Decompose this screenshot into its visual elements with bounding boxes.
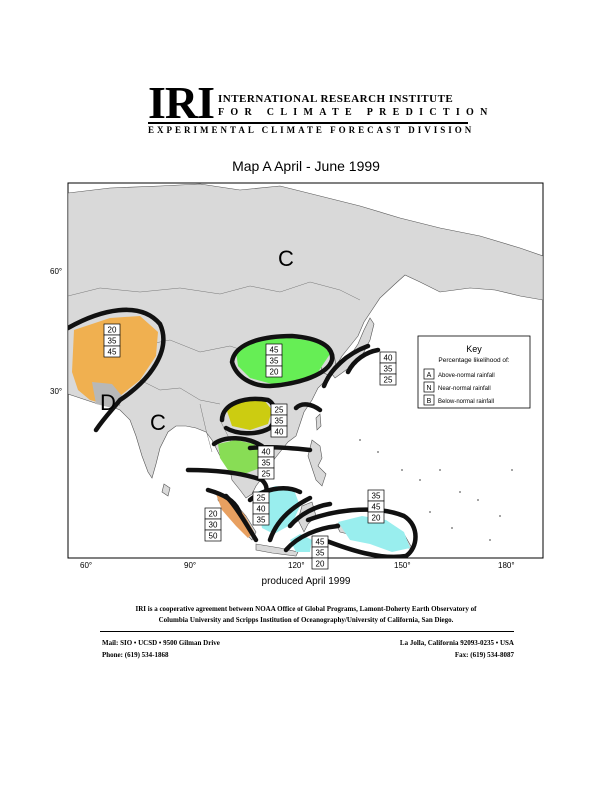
forecast-box-value: 30 [209,521,218,530]
forecast-box-cell [257,467,275,480]
legend-frame [417,335,531,409]
forecast-box-value: 20 [108,326,117,335]
region-south-china-fill [226,398,272,430]
legend-letter-a: A [427,372,432,379]
forecast-box: 25 40 35 [252,491,270,526]
forecast-box-value: 35 [275,417,284,426]
forecast-box-value: 40 [262,448,271,457]
forecast-probability-boxes: 20 35 45 45 35 20 40 35 25 25 35 40 40 35 25 25 40 35 20 30… [103,323,397,570]
legend-label-above: Above-normal rainfall [438,373,495,379]
legend-title: Key [466,344,482,354]
pacific-islands [359,439,513,541]
forecast-box-value: 35 [372,492,381,501]
lon-label-180: 180° [498,561,515,570]
forecast-box: 40 35 25 [379,351,397,386]
legend-key: Key Percentage likelihood of: A Above-no… [417,335,531,409]
legend-label-below: Below-normal rainfall [438,399,494,405]
forecast-box-value: 35 [384,365,393,374]
forecast-box-value: 25 [257,494,266,503]
region-letter-c-north: C [278,246,294,271]
header-division: EXPERIMENTAL CLIMATE FORECAST DIVISION [148,125,475,135]
region-north-china-fill [236,338,330,384]
forecast-box: 45 35 20 [265,343,283,378]
forecast-box-value: 25 [275,406,284,415]
forecast-box-value: 45 [108,348,117,357]
forecast-box-value: 45 [316,538,325,547]
region-sumatra-fill [216,494,254,538]
forecast-box-value: 25 [384,376,393,385]
forecast-box-value: 40 [384,354,393,363]
forecast-box-value: 25 [262,470,271,479]
forecast-box-value: 50 [209,532,218,541]
header-climate-prediction: FOR CLIMATE PREDICTION [218,107,494,118]
region-letter-d: D [100,390,116,415]
forecast-box: 25 35 40 [270,403,288,438]
forecast-box-cell [204,529,222,542]
forecast-box-value: 35 [316,549,325,558]
forecast-box-value: 20 [372,514,381,523]
region-new-guinea-fill [338,516,410,552]
forecast-box-value: 35 [108,337,117,346]
forecast-box-value: 20 [316,560,325,569]
forecast-box-value: 35 [270,357,279,366]
lon-label-120: 120° [288,561,305,570]
produced-date: produced April 1999 [261,576,351,587]
forecast-box-cell [367,511,385,524]
forecast-box-cell [270,425,288,438]
forecast-box: 45 35 20 [311,535,329,570]
forecast-box-value: 20 [270,368,279,377]
legend-subtitle: Percentage likelihood of: [438,357,509,364]
forecast-box-value: 20 [209,510,218,519]
legend-letter-n: N [426,385,431,392]
phone-number: Phone: (619) 534-1868 [102,651,169,659]
forecast-box-cell [265,365,283,378]
lat-label-60: 60° [50,267,62,276]
iri-logo: IRI [148,77,215,128]
forecast-box: 40 35 25 [257,445,275,480]
lat-label-30: 30° [50,387,62,396]
map-title: Map A April - June 1999 [232,158,380,174]
philippines [307,439,327,487]
legend-label-near: Near-normal rainfall [438,386,491,392]
forecast-box: 35 45 20 [367,489,385,524]
forecast-box-value: 45 [372,503,381,512]
coop-line-2: Columbia University and Scripps Institut… [158,616,454,624]
forecast-box: 20 35 45 [103,323,121,358]
forecast-box-value: 40 [257,505,266,514]
header-divider [148,122,468,124]
forecast-box-value: 45 [270,346,279,355]
region-west-asia-fill [72,316,158,404]
taiwan [315,413,322,431]
forecast-box-cell [103,345,121,358]
forecast-box-cell [311,557,329,570]
lon-label-60: 60° [80,561,92,570]
region-drought-fill [92,382,122,408]
city-address: La Jolla, California 92093-0235 • USA [399,639,514,647]
forecast-box-value: 35 [262,459,271,468]
forecast-box-value: 40 [275,428,284,437]
legend-letter-b: B [427,398,432,405]
coop-line-1: IRI is a cooperative agreement between N… [135,605,477,613]
forecast-box: 20 30 50 [204,507,222,542]
forecast-box-cell [252,513,270,526]
forecast-box-cell [379,373,397,386]
lon-label-150: 150° [394,561,411,570]
sri-lanka [161,483,171,497]
lon-label-90: 90° [184,561,196,570]
region-letter-c-india: C [150,410,166,435]
footer-divider [100,631,514,632]
header-institute-name: INTERNATIONAL RESEARCH INSTITUTE [218,93,454,105]
cooperative-agreement-note: IRI is a cooperative agreement between N… [96,604,516,626]
java [255,543,299,557]
forecast-box-value: 35 [257,516,266,525]
fax-number: Fax: (619) 534-8087 [454,651,514,659]
mail-address: Mail: SIO • UCSD • 9500 Gilman Drive [102,639,220,647]
